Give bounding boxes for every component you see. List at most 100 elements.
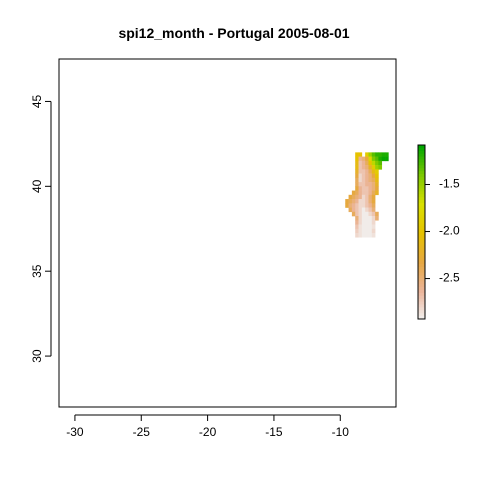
chart-title: spi12_month - Portugal 2005-08-01 <box>118 25 349 41</box>
raster-cell <box>368 160 373 166</box>
colorbar-segment <box>418 176 425 181</box>
raster-cell <box>358 203 363 208</box>
raster-cell <box>368 152 373 157</box>
raster-cell <box>361 182 366 187</box>
raster-cell <box>351 207 356 213</box>
colorbar-segment <box>418 237 425 242</box>
raster-cell <box>361 220 366 225</box>
raster-cell <box>351 190 356 196</box>
raster-cell <box>348 199 353 204</box>
raster-cell <box>368 224 373 230</box>
colorbar-segment <box>418 185 425 189</box>
raster-cell <box>368 177 373 183</box>
raster-cell <box>365 199 369 204</box>
colorbar-segment <box>418 168 425 172</box>
raster-cell <box>355 220 359 225</box>
raster-cell <box>355 160 359 166</box>
raster-cell <box>371 186 376 191</box>
raster-cell <box>361 203 366 208</box>
raster-cell <box>365 203 369 208</box>
raster-cell <box>358 199 363 204</box>
colorbar-segment <box>418 249 425 253</box>
colorbar-segment <box>418 307 425 311</box>
raster-cell <box>365 186 369 191</box>
colorbar-segment <box>418 304 425 308</box>
raster-cell <box>371 211 376 217</box>
colorbar-segment <box>418 301 425 305</box>
colorbar-segment <box>418 261 425 265</box>
colorbar-segment <box>418 159 425 163</box>
raster-cell <box>365 182 369 187</box>
raster-cell <box>371 228 376 234</box>
raster-cell <box>361 165 366 170</box>
raster-cell <box>345 199 349 204</box>
raster-cell <box>365 211 369 217</box>
raster-cell <box>375 152 379 157</box>
colorbar-segment <box>418 234 425 239</box>
raster-cell <box>371 169 376 174</box>
raster-cell <box>355 190 359 196</box>
colorbar-segment <box>418 165 425 169</box>
raster-cell <box>368 190 373 196</box>
raster-cell <box>365 228 369 234</box>
raster-cell <box>358 216 363 221</box>
raster-cell <box>358 190 363 196</box>
raster-cell <box>358 160 363 166</box>
colorbar-segment <box>418 258 425 262</box>
raster-cell <box>361 173 366 179</box>
raster-cell <box>375 156 379 162</box>
raster-cell <box>365 177 369 183</box>
x-tick-label: -15 <box>265 425 283 439</box>
colorbar-segment <box>418 214 425 218</box>
colorbar-segment <box>418 182 425 186</box>
raster-layer <box>345 152 389 238</box>
colorbar-segment <box>418 295 425 300</box>
colorbar-segment <box>418 275 425 279</box>
raster-cell <box>358 233 363 238</box>
raster-cell <box>378 160 383 166</box>
colorbar-segment <box>418 223 425 227</box>
y-tick-label: 40 <box>30 179 44 193</box>
raster-cell <box>375 165 379 170</box>
raster-cell <box>368 186 373 191</box>
raster-cell <box>371 224 376 230</box>
raster-cell <box>358 211 363 217</box>
colorbar-segment <box>418 292 425 297</box>
raster-cell <box>351 203 356 208</box>
raster-cell <box>348 207 353 213</box>
raster-cell <box>368 228 373 234</box>
colorbar-segment <box>418 150 425 155</box>
colorbar-segment <box>418 255 425 259</box>
raster-cell <box>355 211 359 217</box>
raster-cell <box>368 199 373 204</box>
colorbar-segment <box>418 188 425 192</box>
raster-cell <box>361 156 366 162</box>
raster-cell <box>375 211 379 217</box>
raster-cell <box>365 165 369 170</box>
raster-cell <box>355 233 359 238</box>
colorbar-segment <box>418 240 425 244</box>
raster-cell <box>375 177 379 183</box>
colorbar-segment <box>418 226 425 230</box>
raster-cell <box>375 190 379 196</box>
y-tick-label: 35 <box>30 264 44 278</box>
raster-cell <box>375 169 379 174</box>
raster-cell <box>351 211 356 217</box>
raster-cell <box>368 233 373 238</box>
raster-cell <box>358 182 363 187</box>
raster-cell <box>361 211 366 217</box>
colorbar-segment <box>418 278 425 282</box>
y-tick-label: 45 <box>30 94 44 108</box>
raster-cell <box>368 182 373 187</box>
raster-cell <box>381 152 386 157</box>
colorbar-segment <box>418 179 425 184</box>
colorbar-segment <box>418 246 425 250</box>
raster-cell <box>371 216 376 221</box>
raster-cell <box>385 152 389 157</box>
raster-cell <box>378 156 383 162</box>
colorbar-segment <box>418 272 425 276</box>
raster-cell <box>361 216 366 221</box>
colorbar-segment <box>418 243 425 247</box>
raster-cell <box>355 207 359 213</box>
